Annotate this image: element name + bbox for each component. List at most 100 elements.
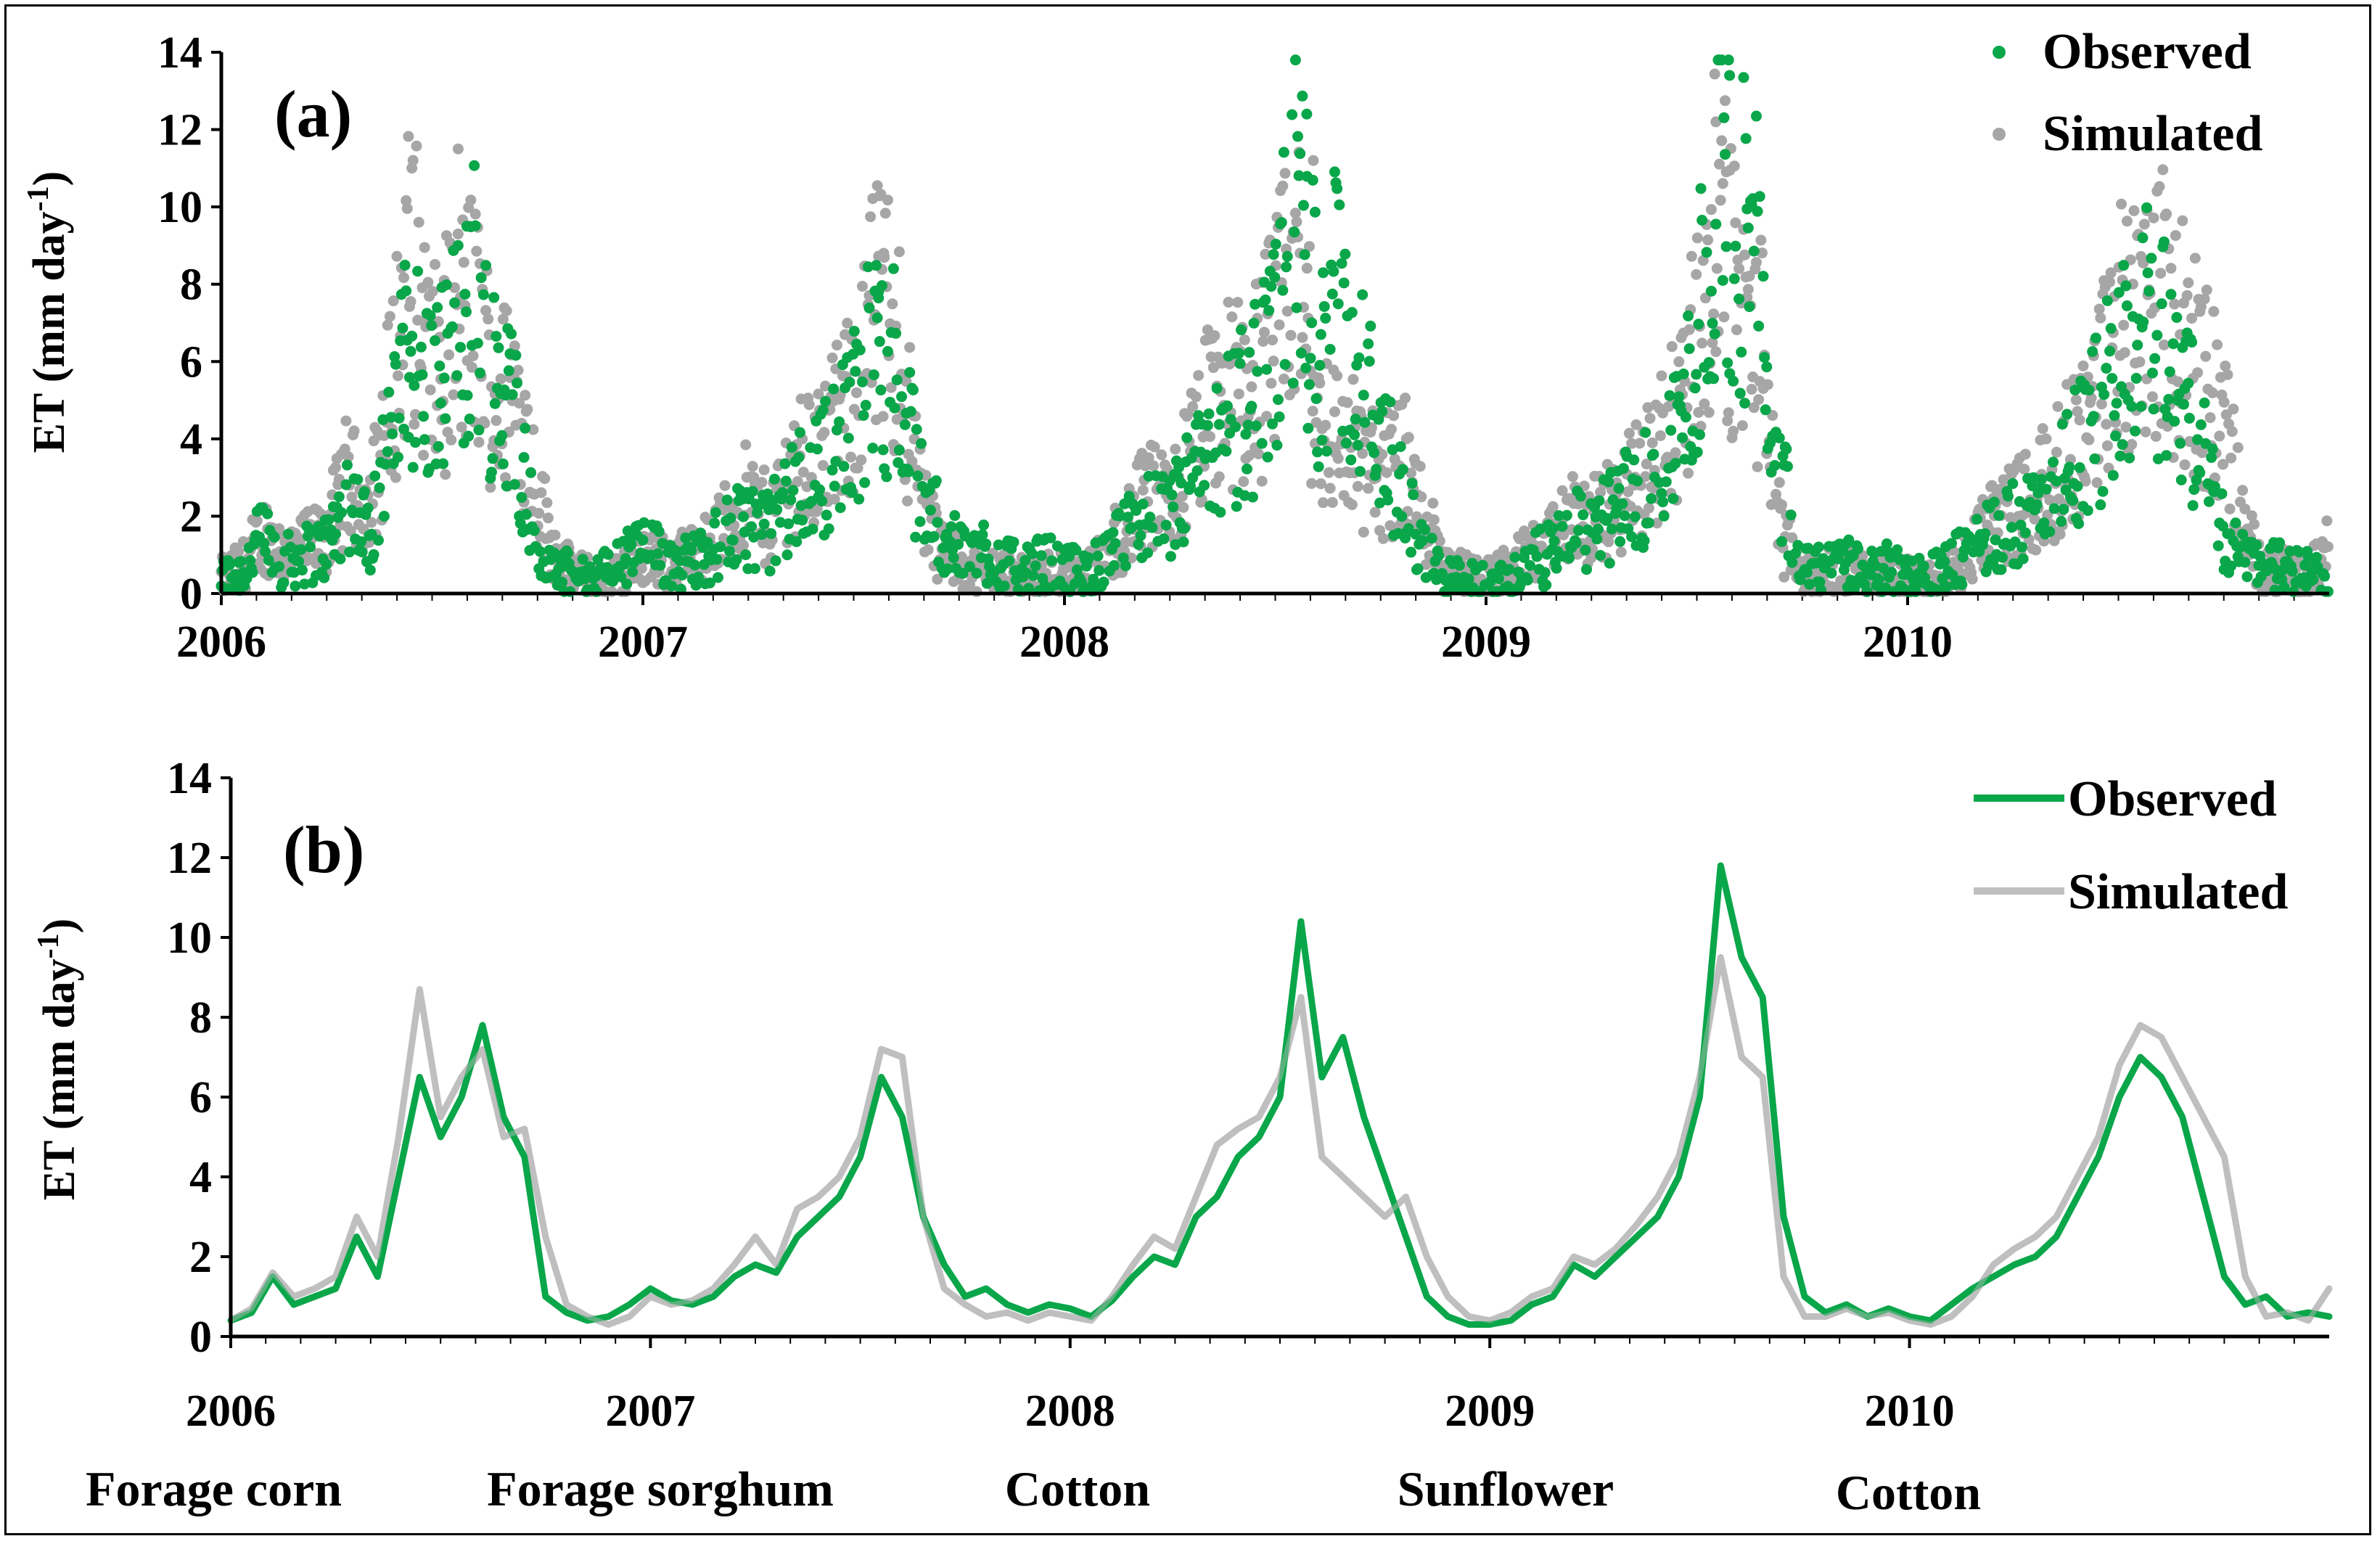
observed-point xyxy=(1703,357,1715,369)
observed-point xyxy=(1739,398,1751,409)
observed-point xyxy=(1643,517,1654,529)
observed-point xyxy=(333,491,345,503)
observed-point xyxy=(1843,534,1855,546)
simulated-point xyxy=(366,517,377,528)
observed-point xyxy=(637,534,649,546)
observed-point xyxy=(964,561,975,572)
simulated-point xyxy=(1626,438,1638,449)
observed-point xyxy=(2183,377,2194,389)
simulated-point xyxy=(1691,268,1702,280)
observed-point xyxy=(2135,401,2147,412)
simulated-point xyxy=(1329,406,1340,417)
observed-point xyxy=(731,554,742,565)
observed-point xyxy=(1786,557,1798,568)
simulated-point xyxy=(2226,426,2238,438)
observed-point xyxy=(296,564,308,576)
observed-point xyxy=(488,292,500,303)
simulated-point xyxy=(1318,497,1329,509)
simulated-point xyxy=(1308,155,1319,166)
observed-point xyxy=(820,395,832,407)
observed-point xyxy=(1665,424,1677,436)
observed-point xyxy=(1083,552,1094,564)
observed-point xyxy=(867,443,879,454)
simulated-point xyxy=(251,515,263,527)
observed-point xyxy=(2310,551,2322,563)
observed-point xyxy=(1723,54,1734,66)
observed-point xyxy=(749,563,760,575)
observed-point xyxy=(1123,512,1134,523)
simulated-line-overlay xyxy=(229,955,2331,1327)
observed-point xyxy=(451,370,463,382)
simulated-point xyxy=(2200,350,2212,362)
observed-point xyxy=(440,413,451,424)
observed-point xyxy=(1781,461,1793,472)
observed-point xyxy=(534,546,546,557)
simulated-point xyxy=(2196,447,2208,459)
observed-point xyxy=(1045,532,1056,543)
simulated-point xyxy=(1750,257,1762,268)
observed-point xyxy=(1350,414,1361,425)
observed-point xyxy=(1708,373,1720,385)
observed-point xyxy=(928,531,940,543)
simulated-point xyxy=(1746,384,1757,395)
y-tick-label: 6 xyxy=(180,337,202,387)
simulated-point xyxy=(452,143,464,155)
observed-point xyxy=(557,576,568,588)
simulated-point xyxy=(2228,403,2239,415)
simulated-point xyxy=(2005,512,2016,523)
legend-simulated-label-a: Simulated xyxy=(2043,106,2262,162)
observed-point xyxy=(1261,364,1273,375)
observed-point xyxy=(2194,467,2206,479)
simulated-point xyxy=(1324,467,1335,478)
panel-b-legend: Observed Simulated xyxy=(1974,771,2288,920)
observed-point xyxy=(1892,544,1903,556)
observed-point xyxy=(2113,287,2125,298)
observed-line xyxy=(227,862,2333,1328)
observed-point xyxy=(352,474,364,485)
observed-point xyxy=(259,546,271,557)
observed-point xyxy=(577,554,588,565)
observed-point xyxy=(2183,412,2195,424)
simulated-point xyxy=(1315,478,1326,490)
observed-point xyxy=(899,419,911,430)
simulated-point xyxy=(2207,387,2218,398)
observed-point xyxy=(2028,472,2040,483)
observed-point xyxy=(1722,357,1733,369)
observed-point xyxy=(848,326,860,337)
observed-point xyxy=(336,506,348,518)
observed-point xyxy=(2199,397,2210,408)
observed-point xyxy=(387,428,398,440)
simulated-point xyxy=(2134,356,2146,368)
observed-point xyxy=(862,261,874,273)
simulated-point xyxy=(1377,533,1389,544)
observed-point xyxy=(2095,499,2106,511)
observed-point xyxy=(591,586,602,597)
simulated-point xyxy=(1691,232,1703,244)
simulated-point xyxy=(2074,414,2085,426)
observed-point xyxy=(383,387,395,398)
observed-point xyxy=(2239,557,2251,568)
observed-point xyxy=(516,492,528,504)
observed-point xyxy=(1626,531,1638,543)
observed-point xyxy=(779,458,791,469)
observed-point xyxy=(372,535,384,546)
observed-point xyxy=(2216,488,2228,499)
observed-point xyxy=(811,443,823,455)
observed-point xyxy=(1947,570,1958,581)
x-tick-label: 2008 xyxy=(1019,617,1109,667)
observed-point xyxy=(1742,222,1754,234)
observed-point xyxy=(704,577,715,588)
observed-point xyxy=(1221,401,1233,412)
observed-point xyxy=(487,453,498,464)
observed-point xyxy=(2120,280,2132,292)
observed-point xyxy=(1307,174,1318,186)
observed-point xyxy=(1027,570,1039,581)
observed-point xyxy=(429,334,440,346)
simulated-point xyxy=(483,313,494,325)
simulated-point xyxy=(1258,327,1270,338)
observed-point xyxy=(290,580,301,592)
observed-point xyxy=(893,444,905,456)
observed-point xyxy=(1759,352,1770,364)
observed-point xyxy=(953,538,964,550)
